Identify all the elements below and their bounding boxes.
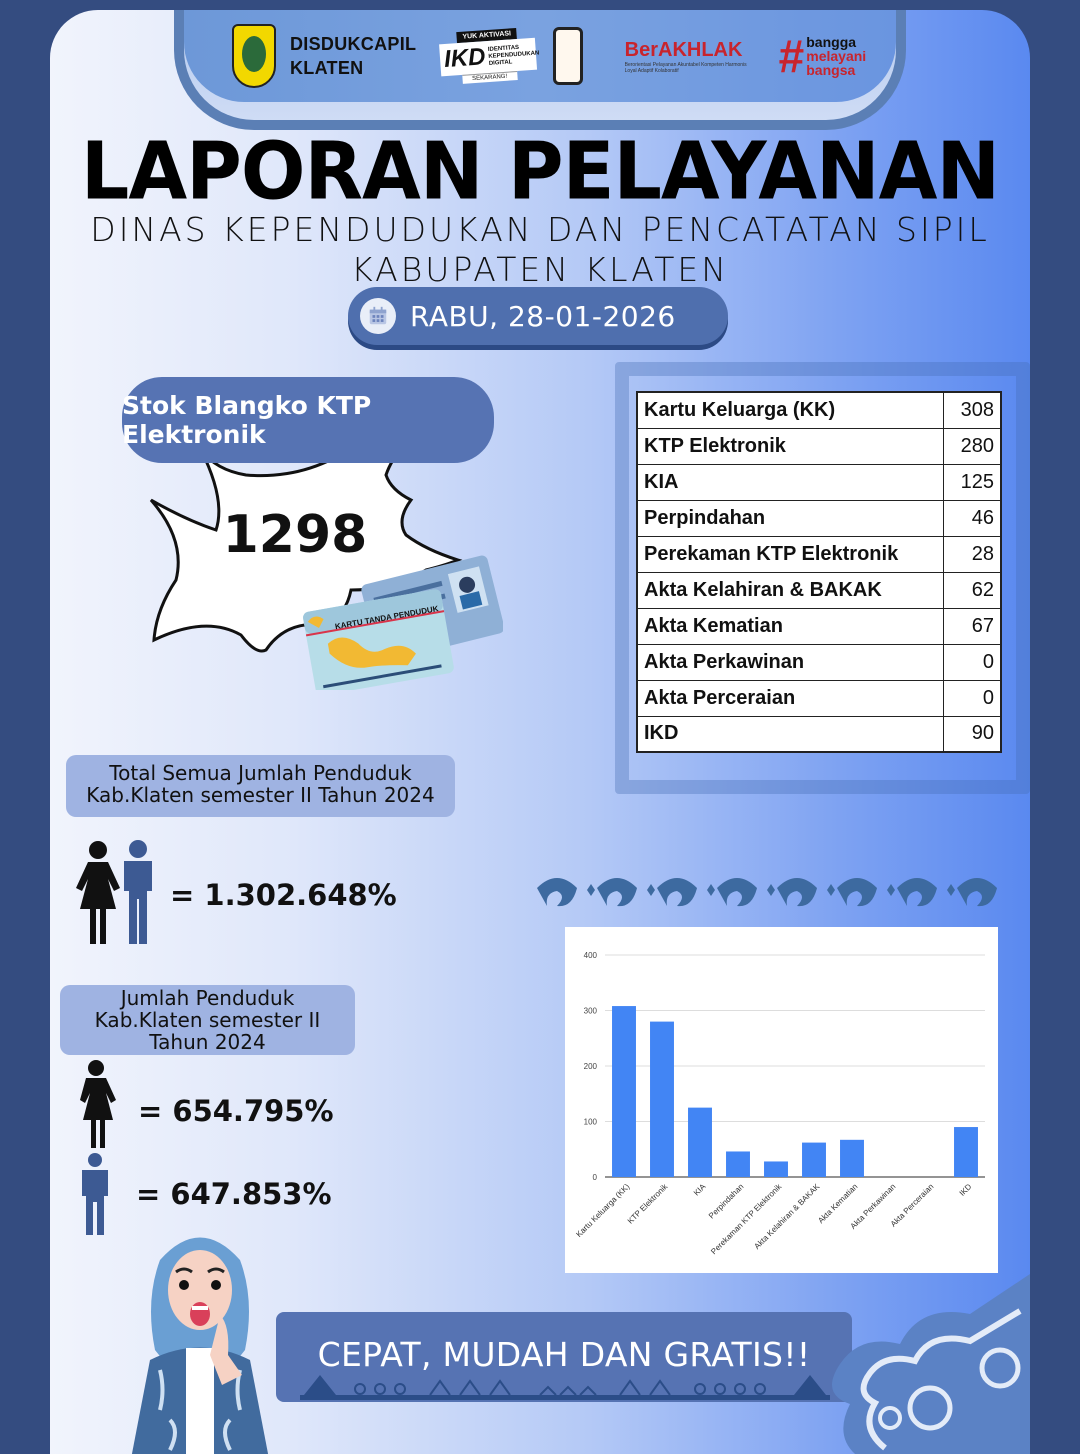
hashtag-icon: # xyxy=(778,30,805,82)
chart-bar xyxy=(954,1127,978,1177)
stok-label: Stok Blangko KTP Elektronik xyxy=(122,377,494,463)
chart-bar xyxy=(650,1021,674,1177)
table-row: KIA 125 xyxy=(636,463,1002,501)
svg-text:KTP Elektronik: KTP Elektronik xyxy=(626,1181,670,1225)
male-icon xyxy=(82,1153,108,1235)
svg-text:200: 200 xyxy=(584,1062,598,1071)
svg-text:KIA: KIA xyxy=(692,1182,708,1198)
table-row: Kartu Keluarga (KK) 308 xyxy=(636,391,1002,429)
report-date: RABU, 28-01-2026 xyxy=(410,299,676,333)
slogan-text: CEPAT, MUDAH DAN GRATIS!! xyxy=(317,1335,811,1374)
table-row: Akta Perceraian 0 xyxy=(636,679,1002,717)
svg-text:300: 300 xyxy=(584,1007,598,1016)
table-row: Akta Perkawinan 0 xyxy=(636,643,1002,681)
svg-text:400: 400 xyxy=(584,951,598,960)
chart-bar xyxy=(802,1142,826,1177)
header-banner: DISDUKCAPIL KLATEN YUK AKTIVASI IKD IDEN… xyxy=(184,10,896,102)
org-name: DISDUKCAPIL KLATEN xyxy=(290,34,417,78)
table-row: Akta Kelahiran & BAKAK 62 xyxy=(636,571,1002,609)
klaten-crest-icon xyxy=(232,24,276,88)
svg-text:100: 100 xyxy=(584,1118,598,1127)
services-bar-chart: 0 100 200 300 400 Kartu Keluarga (KK) KTP Elek… xyxy=(565,927,998,1273)
date-badge: RABU, 28-01-2026 xyxy=(348,287,728,345)
chart-bar xyxy=(840,1139,864,1177)
ornament-frame xyxy=(615,362,1030,794)
female-population-value: = 654.795% xyxy=(138,1094,334,1128)
calendar-icon xyxy=(360,298,396,334)
ikd-promo: YUK AKTIVASI IKD IDENTITAS KEPENDUDUKAN … xyxy=(439,27,540,86)
stok-value: 1298 xyxy=(222,505,368,565)
svg-text:Akta Kelahiran & BAKAK: Akta Kelahiran & BAKAK xyxy=(752,1182,821,1251)
chart-bar xyxy=(726,1151,750,1177)
svg-text:Perpindahan: Perpindahan xyxy=(707,1182,745,1220)
chart-bar xyxy=(764,1161,788,1177)
bangga-melayani-logo: # bangga melayani bangsa xyxy=(778,30,867,82)
ornament-divider-icon xyxy=(537,878,997,907)
svg-text:Perekaman KTP Elektronik: Perekaman KTP Elektronik xyxy=(709,1181,784,1256)
table-row: Perpindahan 46 xyxy=(636,499,1002,537)
services-table: Kartu Keluarga (KK) 308 KTP Elektronik 280… xyxy=(636,391,1002,753)
page-subtitle: DINAS KEPENDUDUKAN DAN PENCATATAN SIPIL xyxy=(90,210,990,249)
phone-icon xyxy=(552,27,583,85)
page-title: LAPORAN PELAYANAN xyxy=(80,123,1000,218)
total-population-value: = 1.302.648% xyxy=(170,878,397,912)
chart-bar xyxy=(688,1107,712,1177)
bar-chart-canvas: 0 100 200 300 400 Kartu Keluarga (KK)KTP Elek… xyxy=(574,951,985,1256)
svg-text:0: 0 xyxy=(593,1173,598,1182)
table-row: KTP Elektronik 280 xyxy=(636,427,1002,465)
svg-text:Kartu Keluarga (KK): Kartu Keluarga (KK) xyxy=(574,1182,631,1239)
report-card: DISDUKCAPIL KLATEN YUK AKTIVASI IKD IDEN… xyxy=(50,10,1030,1454)
total-population-label: Total Semua Jumlah Penduduk Kab.Klaten s… xyxy=(66,755,455,817)
gender-population-label: Jumlah Penduduk Kab.Klaten semester II T… xyxy=(60,985,355,1055)
svg-text:Akta Kematian: Akta Kematian xyxy=(816,1182,859,1225)
chart-bar xyxy=(612,1006,636,1177)
table-row: Perekaman KTP Elektronik 28 xyxy=(636,535,1002,573)
svg-text:IKD: IKD xyxy=(958,1182,974,1198)
mascot-girl-illustration xyxy=(131,1237,269,1454)
page-subtitle-2: KABUPATEN KLATEN xyxy=(351,250,729,289)
female-icon xyxy=(80,1060,116,1148)
female-male-icon xyxy=(76,840,152,944)
male-population-value: = 647.853% xyxy=(136,1177,332,1211)
slogan-ornament-icon xyxy=(300,1375,830,1400)
berakhlak-logo: BerAKHLAK Berorientasi Pelayanan Akuntab… xyxy=(624,38,747,74)
mega-mendung-cloud-icon xyxy=(832,1274,1030,1454)
table-row: IKD 90 xyxy=(636,715,1002,753)
ktp-card-icon: KARTU TANDA PENDUDUK xyxy=(303,555,503,690)
table-row: Akta Kematian 67 xyxy=(636,607,1002,645)
